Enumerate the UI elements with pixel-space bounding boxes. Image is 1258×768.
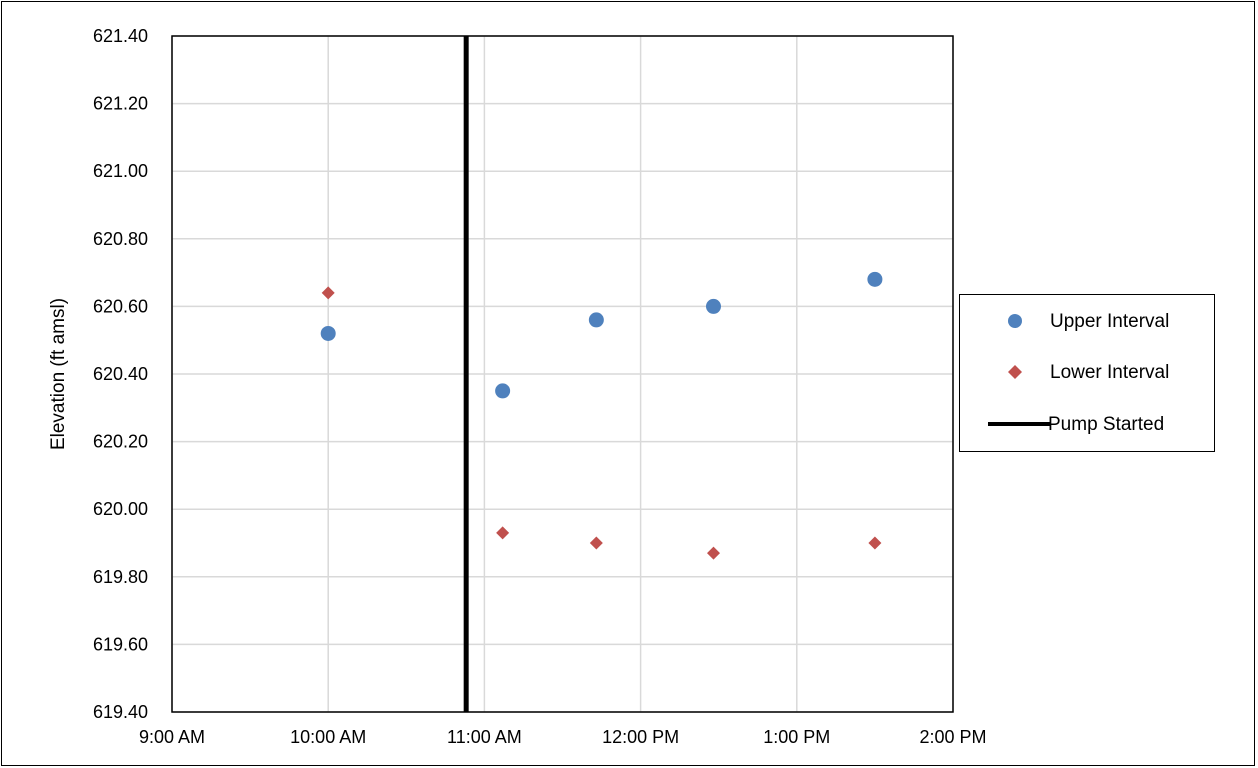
x-tick-label: 11:00 AM [447, 727, 522, 747]
legend: Upper Interval Lower Interval Pump Start… [959, 294, 1215, 452]
data-point-upper-interval [495, 383, 511, 399]
legend-label-pump-started: Pump Started [1048, 414, 1165, 435]
legend-label-lower-interval: Lower Interval [1050, 362, 1170, 383]
y-tick-label: 619.60 [93, 634, 148, 654]
data-point-upper-interval [588, 312, 604, 328]
legend-marker-upper-interval [1008, 314, 1022, 328]
data-point-lower-interval [589, 536, 603, 550]
y-tick-label: 619.40 [93, 702, 148, 722]
x-tick-label: 10:00 AM [290, 727, 366, 747]
data-point-upper-interval [867, 271, 883, 287]
y-tick-label: 620.20 [93, 432, 148, 452]
data-point-lower-interval [496, 526, 510, 540]
data-point-lower-interval [321, 286, 335, 300]
y-tick-label: 620.80 [93, 229, 148, 249]
legend-item-lower-interval: Lower Interval [960, 360, 1214, 384]
data-point-upper-interval [320, 325, 336, 341]
y-tick-label: 620.60 [93, 296, 148, 316]
data-point-lower-interval [706, 546, 720, 560]
legend-item-pump-started: Pump Started [960, 412, 1214, 436]
legend-marker-lower-interval [1008, 365, 1022, 379]
y-tick-label: 621.40 [93, 26, 148, 46]
y-tick-label: 619.80 [93, 567, 148, 587]
y-tick-label: 621.00 [93, 161, 148, 181]
x-tick-label: 12:00 PM [602, 727, 679, 747]
x-tick-label: 1:00 PM [763, 727, 830, 747]
legend-label-upper-interval: Upper Interval [1050, 311, 1170, 332]
data-point-upper-interval [705, 298, 721, 314]
data-point-lower-interval [868, 536, 882, 550]
legend-item-upper-interval: Upper Interval [960, 309, 1214, 333]
y-tick-label: 620.00 [93, 499, 148, 519]
y-tick-label: 620.40 [93, 364, 148, 384]
y-tick-label: 621.20 [93, 94, 148, 114]
x-tick-label: 2:00 PM [919, 727, 986, 747]
plot-area-border [171, 35, 954, 713]
x-tick-label: 9:00 AM [139, 727, 205, 747]
y-axis-title: Elevation (ft amsl) [48, 297, 69, 451]
legend-line-pump-started [988, 422, 1050, 426]
